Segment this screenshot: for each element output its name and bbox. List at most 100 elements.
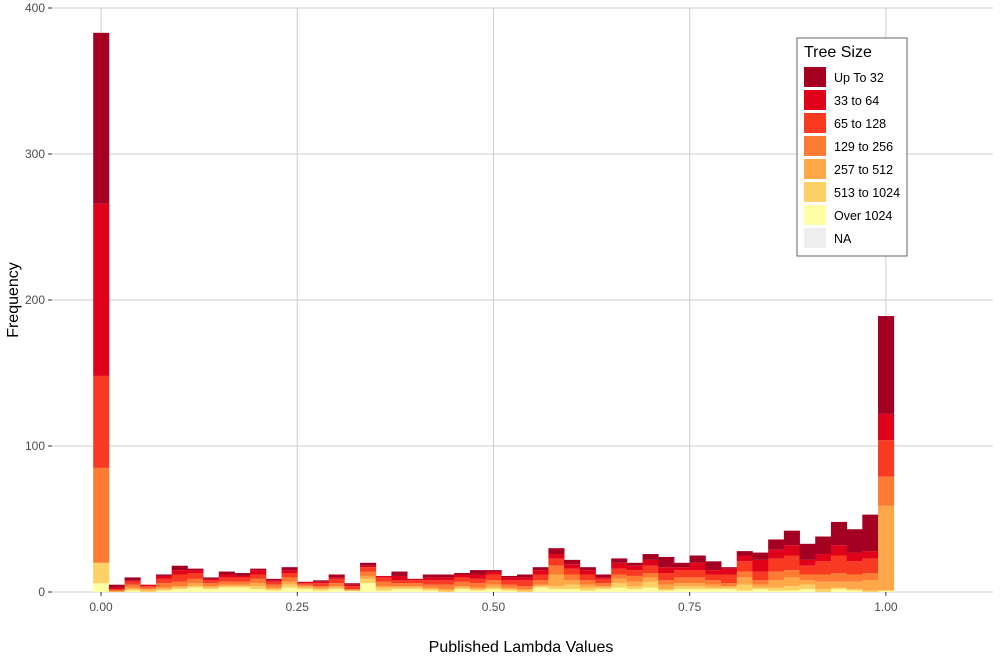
legend-swatch [804, 136, 826, 156]
bar-segment [328, 583, 345, 587]
bar-segment [846, 590, 863, 592]
bar-segment [485, 574, 502, 581]
legend-swatch [804, 67, 826, 87]
bar-segment [407, 583, 424, 587]
bar-segment [799, 584, 816, 590]
bar-segment [281, 587, 298, 592]
bar-segment [752, 589, 769, 592]
legend-label: 65 to 128 [834, 117, 886, 131]
bar-segment [407, 578, 424, 581]
bar-segment [124, 581, 141, 585]
bar-segment [658, 590, 675, 592]
bar-segment [422, 577, 439, 581]
bar-segment [768, 549, 785, 559]
bar-segment [422, 580, 439, 585]
bar-segment [626, 575, 643, 582]
bar-segment [878, 476, 895, 506]
bar-segment [124, 580, 141, 582]
bar-segment [564, 584, 581, 590]
bar-segment [752, 587, 769, 590]
bar-segment [360, 571, 377, 576]
bar-segment [234, 587, 251, 592]
bar-segment [454, 587, 471, 590]
bar-segment [689, 562, 706, 571]
bar-segment [548, 574, 565, 587]
bar-segment [705, 570, 722, 575]
bar-segment [171, 586, 188, 588]
bar-segment [124, 584, 141, 588]
bar-segment [218, 586, 235, 588]
bar-segment [517, 586, 534, 590]
bar-segment [815, 581, 832, 590]
bar-segment [250, 583, 267, 587]
bar-segment [171, 574, 188, 582]
bar-segment [768, 587, 785, 591]
bar-segment [768, 558, 785, 572]
bar-segment [265, 587, 282, 590]
bar-segment [234, 586, 251, 588]
bar-segment [375, 587, 392, 591]
bar-segment [155, 583, 173, 588]
bar-segment [815, 561, 832, 575]
bar-segment [312, 586, 330, 588]
bar-segment [328, 589, 345, 592]
bar-segment [501, 575, 518, 578]
bar-segment [265, 580, 282, 582]
bar-segment [705, 580, 722, 585]
bar-segment [579, 590, 596, 592]
bar-segment [155, 575, 173, 579]
bar-segment [360, 575, 377, 579]
bar-segment [579, 580, 596, 585]
legend-label: Up To 32 [834, 71, 884, 85]
bar-segment [736, 590, 753, 592]
bar-segment [485, 570, 502, 572]
bar-segment [501, 590, 518, 592]
bar-segment [548, 558, 565, 566]
bar-segment [642, 587, 659, 592]
bar-segment [93, 32, 110, 204]
bar-segment [438, 589, 455, 591]
bar-segment [234, 577, 251, 582]
bar-segment [846, 561, 863, 575]
bar-segment [234, 584, 251, 587]
bar-segment [422, 590, 439, 592]
bar-segment [799, 543, 816, 560]
bar-segment [93, 562, 110, 584]
bar-segment [862, 558, 879, 574]
bar-segment [203, 580, 220, 584]
bar-segment [642, 565, 659, 574]
bar-segment [501, 589, 518, 591]
bar-segment [673, 586, 691, 590]
bar-segment [93, 467, 110, 563]
bar-segment [250, 574, 267, 579]
bar-segment [454, 589, 471, 592]
x-tick-label: 0.25 [286, 600, 310, 614]
bar-segment [328, 586, 345, 588]
bar-segment [422, 587, 439, 590]
bar-segment [705, 589, 722, 592]
bar-segment [328, 577, 345, 579]
bar-segment [187, 570, 204, 574]
bar-segment [736, 577, 753, 585]
bar-segment [548, 565, 565, 575]
bar-segment [830, 581, 848, 588]
bar-segment [626, 586, 643, 590]
bar-segment [312, 583, 330, 587]
bar-segment [673, 567, 691, 571]
bar-segment [108, 589, 125, 591]
bar-segment [689, 555, 706, 563]
bar-segment [752, 571, 769, 581]
bar-segment [265, 589, 282, 591]
legend-swatch [804, 113, 826, 133]
bar-segment [250, 589, 267, 592]
bar-segment [391, 571, 408, 576]
bar-segment [469, 574, 487, 579]
legend-swatch [804, 182, 826, 202]
bar-segment [815, 589, 832, 592]
bar-segment [878, 505, 895, 591]
bar-segment [108, 584, 125, 588]
bar-segment [234, 573, 251, 576]
bar-segment [611, 568, 628, 575]
bar-segment [344, 586, 361, 590]
bar-segment [689, 570, 706, 578]
